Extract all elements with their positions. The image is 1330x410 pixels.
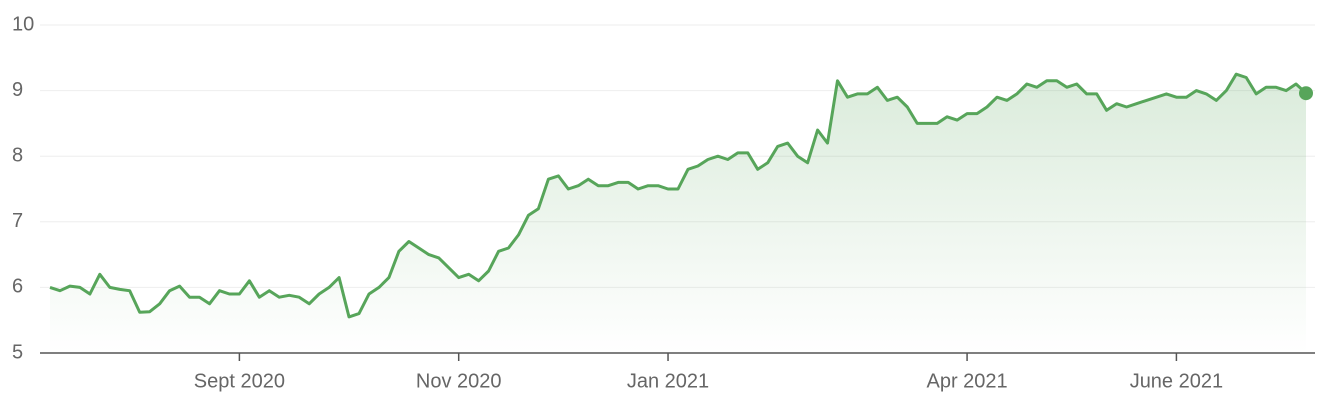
- x-tick-label: June 2021: [1130, 370, 1223, 392]
- x-tick-label: Sept 2020: [194, 370, 285, 392]
- x-tick-label: Apr 2021: [926, 370, 1007, 392]
- x-tick-label: Nov 2020: [416, 370, 502, 392]
- y-tick-label: 8: [12, 144, 23, 166]
- line: [49, 72, 1308, 319]
- y-tick-label: 10: [12, 13, 34, 35]
- y-tick-label: 9: [12, 79, 23, 101]
- y-tick-label: 6: [12, 276, 23, 298]
- area-fill: [50, 74, 1306, 353]
- end-point: [1299, 86, 1313, 101]
- y-tick-label: 5: [12, 341, 23, 363]
- x-tick-label: Jan 2021: [627, 370, 709, 392]
- y-tick-label: 7: [12, 210, 23, 232]
